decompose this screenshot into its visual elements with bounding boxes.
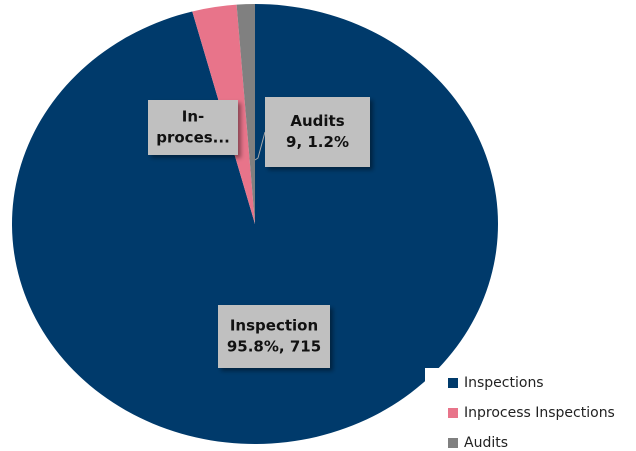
data-label: Audits (290, 112, 344, 130)
legend-label: Inprocess Inspections (464, 405, 615, 421)
data-label-box (148, 100, 238, 155)
data-label-box (265, 97, 370, 167)
legend-swatch (448, 408, 458, 418)
pie-slice (11, 4, 499, 445)
legend-swatch (448, 378, 458, 388)
pie-slice (236, 4, 255, 224)
data-label: Inspection (230, 317, 318, 335)
leader-line (254, 131, 266, 161)
legend-label: Audits (464, 435, 508, 451)
data-label: 95.8%, 715 (227, 338, 321, 356)
legend-bg (425, 368, 636, 451)
legend-swatch (448, 438, 458, 448)
data-label: 9, 1.2% (286, 133, 349, 151)
data-label-box (218, 305, 330, 368)
legend-label: Inspections (464, 375, 544, 391)
data-label: In- (182, 108, 205, 126)
data-label: proces... (156, 129, 230, 147)
